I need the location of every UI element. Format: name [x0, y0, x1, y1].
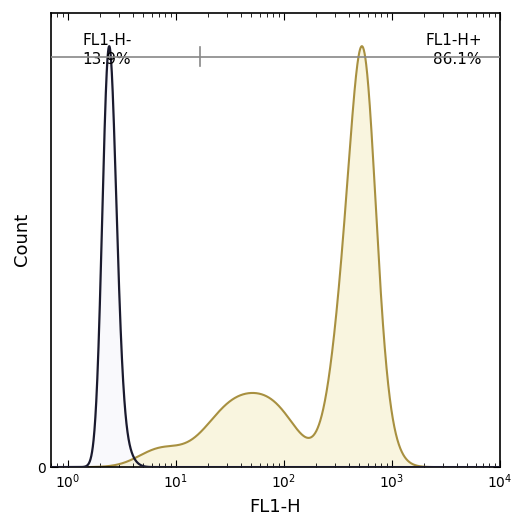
Text: FL1-H+
86.1%: FL1-H+ 86.1%	[425, 33, 482, 67]
X-axis label: FL1-H: FL1-H	[249, 497, 301, 515]
Y-axis label: Count: Count	[13, 213, 30, 267]
Text: FL1-H-
13.9%: FL1-H- 13.9%	[82, 33, 132, 67]
